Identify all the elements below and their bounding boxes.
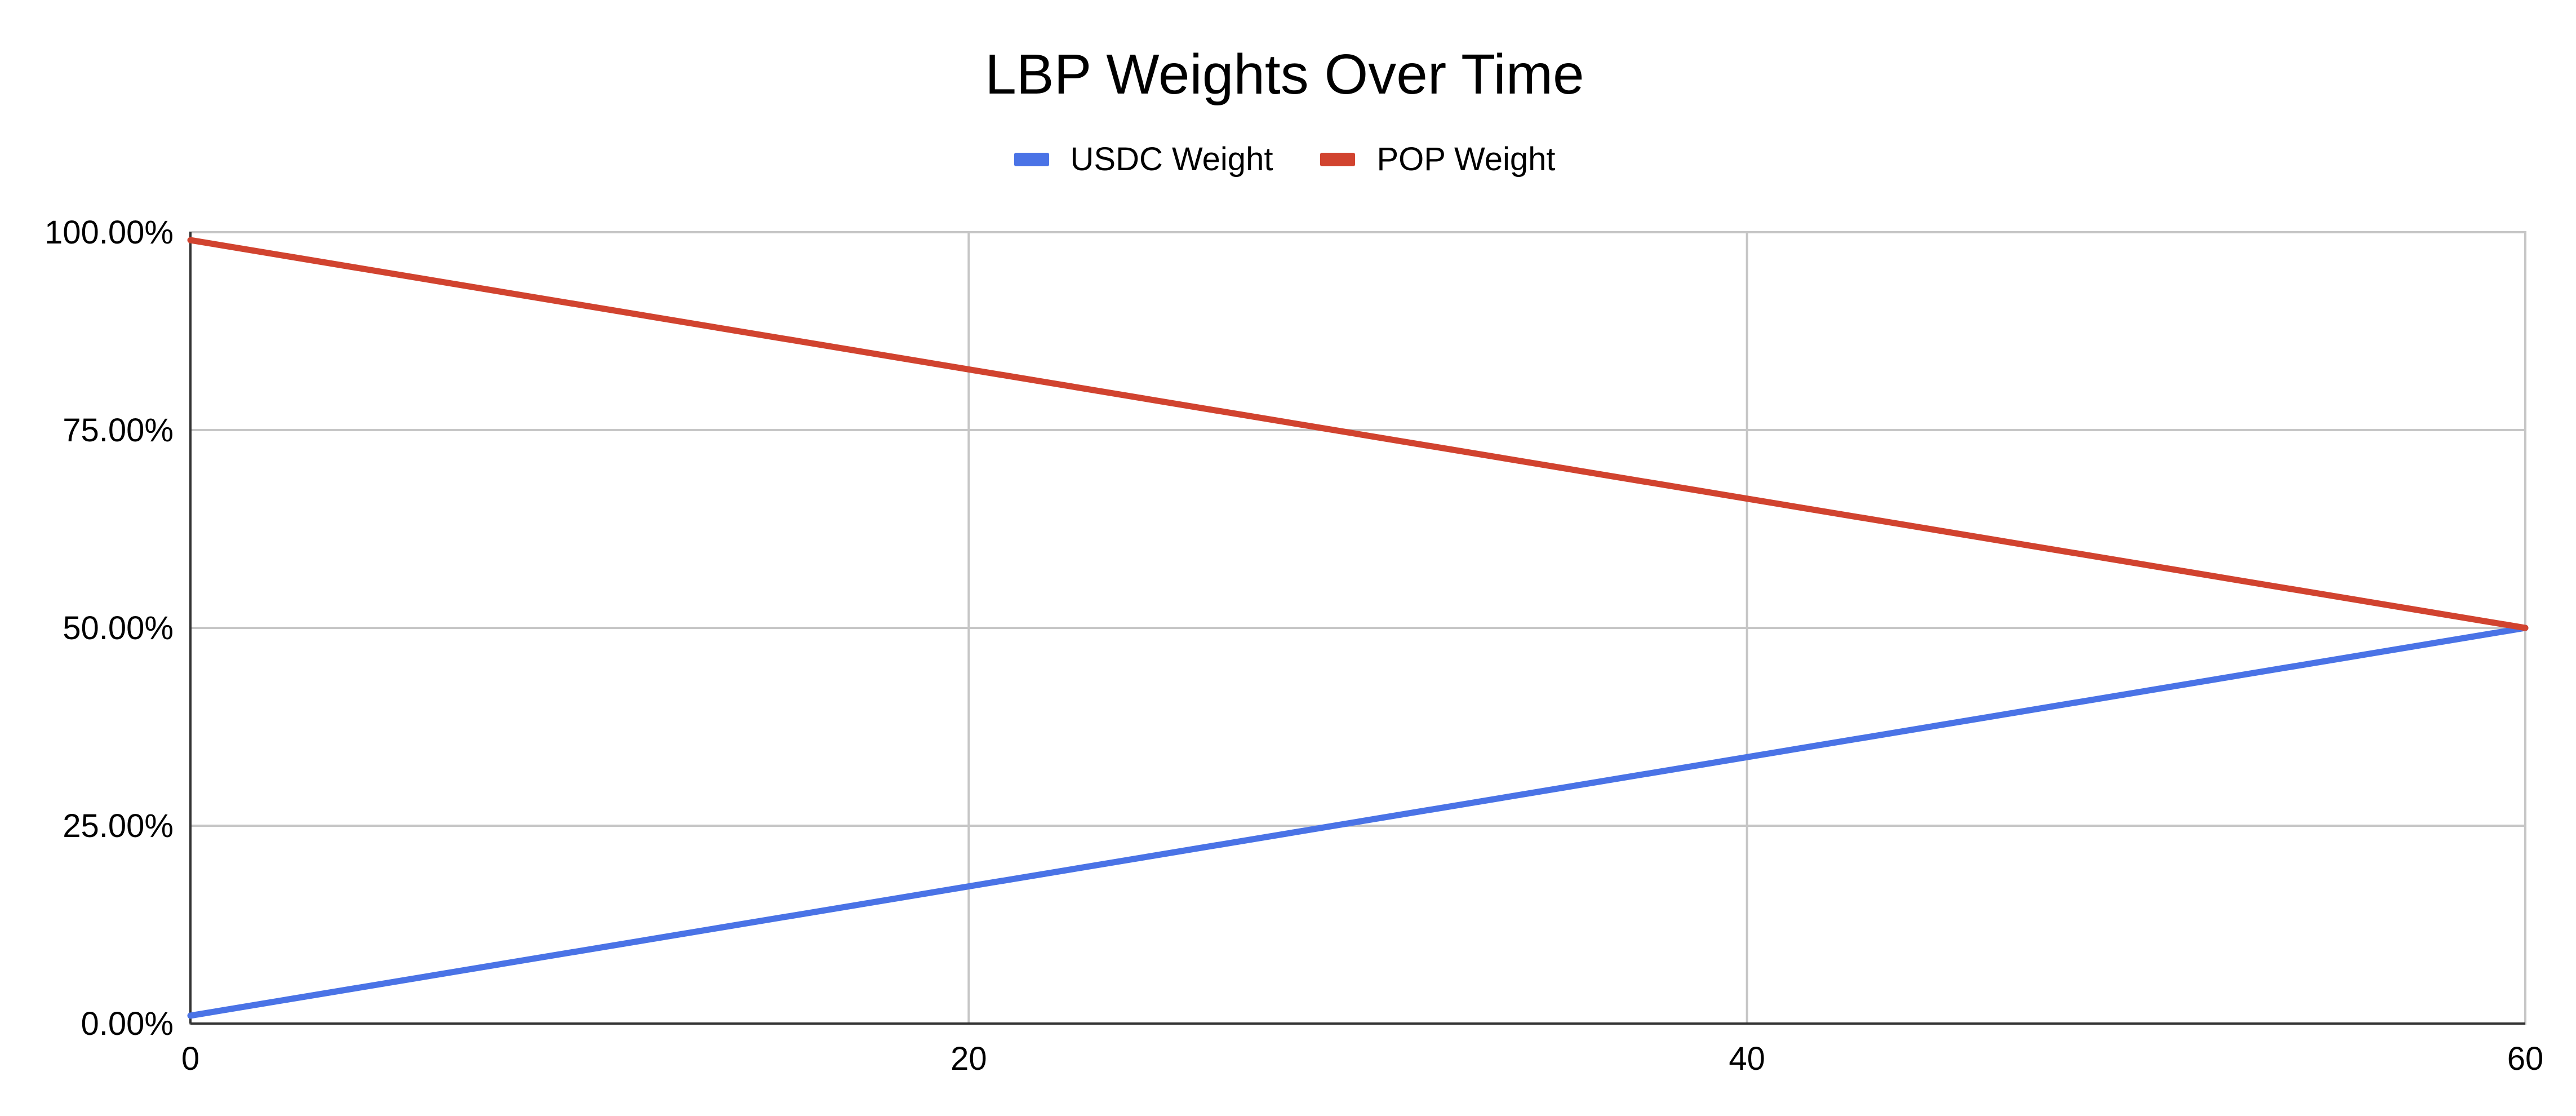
pop-weight-line [187, 237, 2529, 631]
y-tick-label: 75.00% [63, 412, 174, 449]
legend-item-usdc: USDC Weight [1014, 140, 1273, 179]
legend-swatch-usdc [1014, 153, 1049, 166]
legend-swatch-pop [1320, 153, 1356, 166]
x-tick-label: 20 [951, 1040, 987, 1077]
y-tick-label: 100.00% [45, 214, 174, 251]
x-tick-label: 60 [2507, 1040, 2544, 1077]
y-tick-label: 25.00% [63, 808, 174, 844]
x-tick-label: 0 [181, 1040, 199, 1077]
legend: USDC Weight POP Weight [0, 140, 2569, 179]
usdc-weight-line [187, 625, 2529, 1019]
legend-item-pop: POP Weight [1320, 140, 1555, 179]
chart-title: LBP Weights Over Time [985, 43, 1584, 106]
x-tick-label: 40 [1729, 1040, 1765, 1077]
y-tick-label: 50.00% [63, 610, 174, 646]
legend-label-pop: POP Weight [1376, 141, 1556, 178]
y-tick-label: 0.00% [81, 1006, 174, 1042]
legend-label-usdc: USDC Weight [1070, 141, 1273, 178]
